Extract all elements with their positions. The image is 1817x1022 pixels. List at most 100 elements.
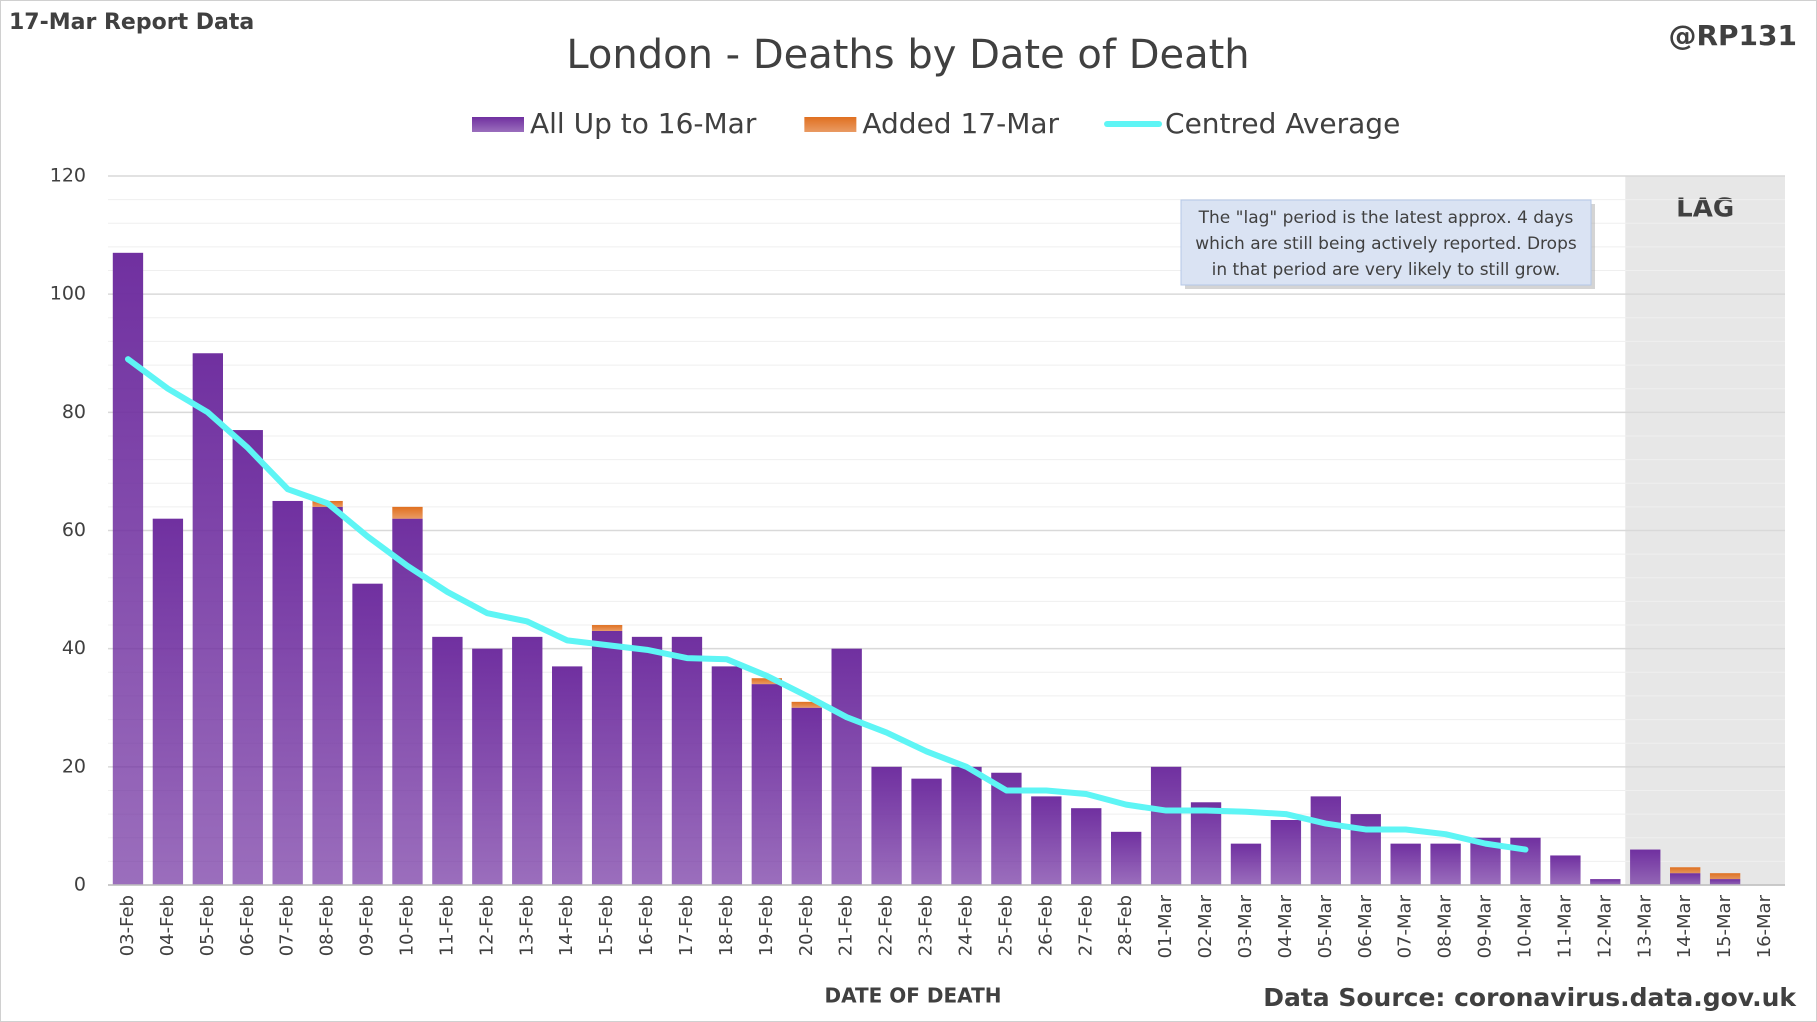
bar-segment <box>1670 873 1701 885</box>
x-tick-label: 16-Mar <box>1754 894 1775 958</box>
bar-segment <box>671 636 703 885</box>
x-tick-label: 23-Feb <box>916 895 937 956</box>
bar-segment <box>352 583 383 885</box>
bar-segment <box>1230 843 1262 885</box>
bar-segment <box>1150 766 1182 885</box>
x-axis-title: DATE OF DEATH <box>825 984 1002 1008</box>
y-tick-label: 80 <box>62 401 86 423</box>
x-tick-label: 13-Mar <box>1634 894 1655 958</box>
bar-segment <box>791 707 822 885</box>
y-tick-label: 20 <box>62 755 86 777</box>
x-tick-label: 04-Feb <box>157 895 178 956</box>
note-text: in that period are very likely to still … <box>1212 260 1561 280</box>
bar-segment <box>272 500 303 885</box>
x-tick-label: 24-Feb <box>955 895 976 956</box>
x-tick-label: 27-Feb <box>1075 895 1096 956</box>
x-tick-label: 25-Feb <box>995 895 1016 956</box>
x-tick-label: 09-Feb <box>357 895 378 956</box>
x-tick-label: 10-Mar <box>1514 894 1535 958</box>
source: Data Source: coronavirus.data.gov.uk <box>1263 983 1797 1012</box>
x-tick-label: 11-Feb <box>436 895 457 956</box>
x-tick-label: 13-Feb <box>516 895 537 956</box>
x-tick-label: 03-Mar <box>1235 894 1256 958</box>
y-tick-label: 60 <box>62 519 86 541</box>
x-tick-label: 22-Feb <box>876 895 897 956</box>
bar-segment <box>1709 879 1741 885</box>
report-label: 17-Mar Report Data <box>9 10 254 35</box>
bar-segment <box>192 353 223 885</box>
bar-segment <box>711 666 743 885</box>
bar-segment <box>1430 843 1461 885</box>
x-tick-label: 17-Feb <box>676 895 697 956</box>
x-tick-label: 02-Mar <box>1195 894 1216 958</box>
bar-segment <box>472 648 503 885</box>
legend-label: All Up to 16-Mar <box>530 107 757 140</box>
bar-segment <box>831 648 862 885</box>
bar-segment <box>951 766 982 885</box>
x-tick-label: 06-Feb <box>237 895 258 956</box>
bar-segment <box>791 701 822 708</box>
average-line <box>124 356 1529 853</box>
x-tick-label: 15-Mar <box>1714 894 1735 958</box>
x-tick-label: 05-Mar <box>1315 894 1336 958</box>
x-tick-label: 01-Mar <box>1155 894 1176 958</box>
bar-segment <box>392 518 423 885</box>
bar-segment <box>1071 808 1102 885</box>
bar-segment <box>1270 820 1302 885</box>
x-tick-label: 08-Feb <box>317 895 338 956</box>
bar-segment <box>1350 814 1381 885</box>
y-tick-label: 100 <box>50 283 86 305</box>
y-tick-label: 120 <box>50 165 86 187</box>
chart-title: London - Deaths by Date of Death <box>566 32 1249 78</box>
bar-segment <box>911 778 942 885</box>
bar-segment <box>631 636 663 885</box>
note-box <box>1180 199 1592 286</box>
bar-segment <box>1111 831 1142 885</box>
bar-segment <box>751 684 782 885</box>
bar-segment <box>512 636 543 885</box>
lag-label: LAG <box>1676 194 1734 224</box>
x-tick-label: 28-Feb <box>1115 895 1136 956</box>
bar-segment <box>392 506 423 519</box>
x-tick-label: 14-Mar <box>1674 894 1695 958</box>
bar-segment <box>1031 796 1062 885</box>
bar-segment <box>1310 796 1341 885</box>
x-tick-label: 11-Mar <box>1554 894 1575 958</box>
bar-segment <box>1590 879 1621 885</box>
x-tick-label: 18-Feb <box>716 895 737 956</box>
bar-segment <box>312 506 343 885</box>
note-text: which are still being actively reported.… <box>1195 234 1577 254</box>
bar-segment <box>1709 873 1741 880</box>
y-tick-label: 0 <box>74 874 86 896</box>
x-tick-label: 09-Mar <box>1475 894 1496 958</box>
bar-segment <box>1670 867 1701 874</box>
bar-segment <box>232 430 263 885</box>
x-tick-label: 04-Mar <box>1275 894 1296 958</box>
x-tick-label: 06-Mar <box>1355 894 1376 958</box>
bar-segment <box>1190 802 1222 885</box>
bar-segment <box>871 766 902 885</box>
x-tick-label: 19-Feb <box>756 895 777 956</box>
x-tick-label: 07-Mar <box>1395 894 1416 958</box>
x-tick-label: 08-Mar <box>1435 894 1456 958</box>
y-tick-label: 40 <box>62 637 86 659</box>
bar-segment <box>751 678 782 685</box>
bar-segment <box>552 666 583 885</box>
legend-swatch <box>472 117 524 132</box>
legend-label: Added 17-Mar <box>862 107 1059 140</box>
bar-segment <box>1510 837 1541 885</box>
bar-segment <box>432 636 463 885</box>
handle: @RP131 <box>1668 19 1797 52</box>
x-tick-label: 15-Feb <box>596 895 617 956</box>
bar-segment <box>591 625 623 631</box>
x-tick-label: 12-Feb <box>476 895 497 956</box>
x-tick-label: 26-Feb <box>1035 895 1056 956</box>
x-tick-label: 16-Feb <box>636 895 657 956</box>
x-tick-label: 12-Mar <box>1594 894 1615 958</box>
x-tick-label: 10-Feb <box>396 895 417 956</box>
x-tick-label: 05-Feb <box>197 895 218 956</box>
bar-segment <box>591 630 623 885</box>
x-tick-label: 03-Feb <box>117 895 138 956</box>
bar-segment <box>1550 855 1581 885</box>
